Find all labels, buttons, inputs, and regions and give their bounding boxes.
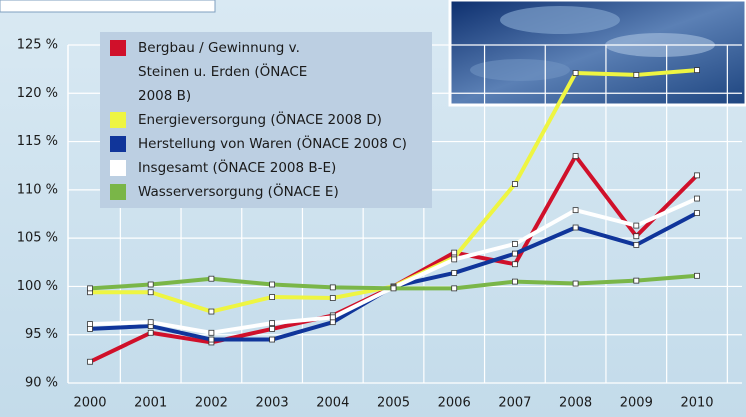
- legend-swatch: [110, 40, 126, 56]
- legend-swatch: [110, 160, 126, 176]
- data-point: [87, 321, 93, 327]
- data-point: [512, 261, 518, 268]
- data-point: [512, 241, 518, 247]
- photo: [448, 0, 746, 107]
- data-point: [208, 336, 215, 343]
- data-point: [87, 358, 93, 365]
- data-point: [451, 285, 458, 292]
- data-point: [208, 308, 215, 315]
- data-point: [694, 195, 700, 202]
- x-tick-label: 2002: [195, 396, 228, 411]
- data-point: [572, 224, 579, 231]
- data-point: [208, 329, 215, 336]
- data-point: [694, 67, 700, 74]
- data-point: [512, 250, 518, 257]
- data-point: [87, 285, 93, 292]
- x-tick-label: 2007: [498, 396, 531, 411]
- x-tick-label: 2009: [620, 396, 653, 411]
- x-tick-label: 2004: [316, 396, 349, 411]
- y-tick-label: 95 %: [25, 327, 58, 342]
- y-tick-label: 115 %: [17, 134, 58, 149]
- data-point: [87, 326, 93, 332]
- data-point: [329, 284, 336, 291]
- x-tick-label: 2005: [377, 396, 410, 411]
- data-point: [633, 72, 640, 78]
- legend-swatch: [110, 184, 126, 200]
- data-point: [572, 207, 579, 214]
- data-point: [451, 256, 458, 263]
- x-tick-label: 2003: [256, 396, 289, 411]
- data-point: [269, 281, 276, 288]
- x-tick-label: 2010: [680, 396, 713, 411]
- y-tick-label: 100 %: [17, 279, 58, 294]
- data-point: [451, 270, 458, 276]
- legend-item: Wasserversorgung (ÖNACE E): [110, 180, 422, 204]
- legend-swatch: [110, 112, 126, 128]
- y-tick-label: 120 %: [17, 86, 58, 101]
- data-point: [633, 242, 640, 248]
- data-point: [208, 275, 215, 282]
- data-point: [329, 319, 336, 326]
- data-point: [329, 295, 336, 301]
- data-point: [269, 320, 276, 327]
- data-point: [572, 70, 579, 76]
- x-tick-label: 2006: [438, 396, 471, 411]
- data-point: [633, 233, 640, 240]
- data-point: [512, 278, 518, 285]
- legend-label: Herstellung von Waren (ÖNACE 2008 C): [138, 136, 407, 152]
- legend-item: Energieversorgung (ÖNACE 2008 D): [110, 108, 422, 132]
- y-tick-label: 125 %: [17, 38, 58, 53]
- legend-item: Herstellung von Waren (ÖNACE 2008 C): [110, 132, 422, 156]
- data-point: [572, 280, 579, 287]
- data-point: [694, 172, 700, 179]
- data-point: [390, 285, 397, 292]
- data-point: [269, 326, 276, 332]
- legend-label: Wasserversorgung (ÖNACE E): [138, 184, 339, 200]
- y-tick-label: 105 %: [17, 231, 58, 246]
- header-box: [0, 0, 216, 13]
- data-point: [572, 153, 579, 159]
- legend-label: Energieversorgung (ÖNACE 2008 D): [138, 112, 382, 128]
- x-tick-label: 2008: [559, 396, 592, 411]
- data-point: [147, 319, 154, 326]
- x-tick-label: 2001: [134, 396, 167, 411]
- data-point: [512, 181, 518, 187]
- data-point: [147, 281, 154, 288]
- data-point: [694, 272, 700, 279]
- legend-item: Bergbau / Gewinnung v. Steinen u. Erden …: [110, 36, 422, 108]
- legend: Bergbau / Gewinnung v. Steinen u. Erden …: [100, 32, 432, 208]
- legend-swatch: [110, 136, 126, 152]
- data-point: [451, 249, 458, 256]
- data-point: [329, 314, 336, 321]
- legend-label: Bergbau / Gewinnung v. Steinen u. Erden …: [138, 40, 308, 104]
- data-point: [147, 289, 154, 296]
- data-point: [269, 294, 276, 300]
- data-point: [147, 329, 154, 336]
- data-point: [633, 277, 640, 284]
- y-tick-label: 90 %: [25, 376, 58, 391]
- data-point: [633, 222, 640, 229]
- legend-label: Insgesamt (ÖNACE 2008 B-E): [138, 160, 337, 176]
- y-tick-label: 110 %: [17, 182, 58, 197]
- data-point: [269, 336, 276, 343]
- data-point: [694, 210, 700, 216]
- x-tick-label: 2000: [73, 396, 106, 411]
- legend-item: Insgesamt (ÖNACE 2008 B-E): [110, 156, 422, 180]
